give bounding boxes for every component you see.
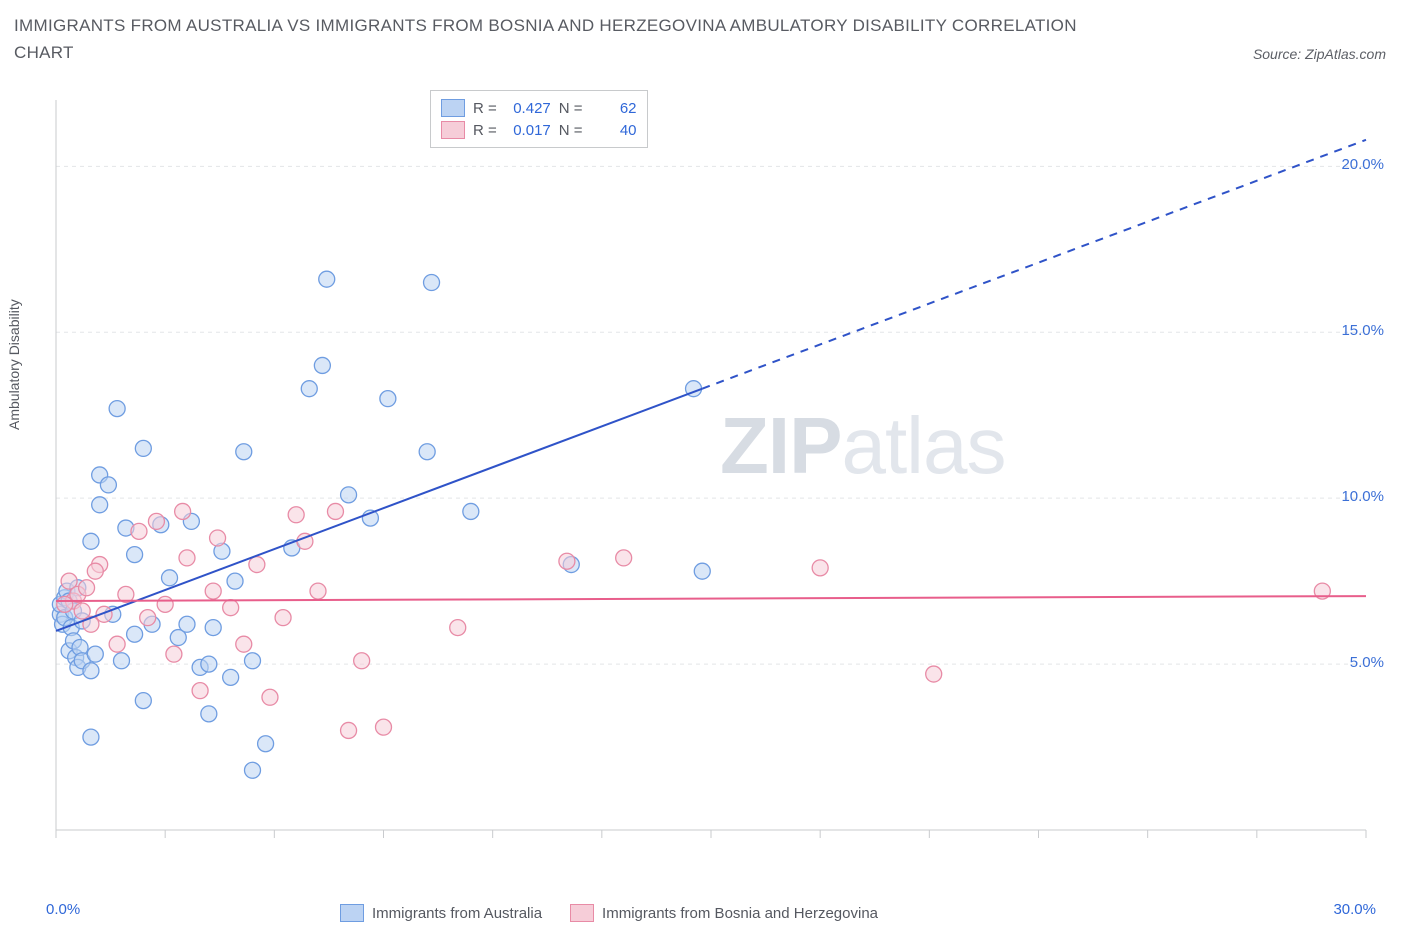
x-axis-max: 30.0% [1333,901,1376,918]
source-label: Source: ZipAtlas.com [1253,46,1386,62]
y-tick-label: 10.0% [1341,488,1384,505]
swatch-bosnia [441,121,465,139]
swatch-australia [441,99,465,117]
n-label: N = [559,100,583,117]
y-tick-label: 5.0% [1350,654,1384,671]
legend-label: Immigrants from Bosnia and Herzegovina [602,905,878,922]
r-label: R = [473,100,497,117]
legend-stats-row: R = 0.017 N = 40 [441,119,637,141]
legend-stats: R = 0.427 N = 62 R = 0.017 N = 40 [430,90,648,148]
swatch-bosnia [570,904,594,922]
legend-item: Immigrants from Bosnia and Herzegovina [570,904,878,922]
n-value-australia: 62 [591,100,637,117]
n-value-bosnia: 40 [591,122,637,139]
y-axis-label: Ambulatory Disability [6,299,22,430]
n-label: N = [559,122,583,139]
plot-area [46,90,1376,860]
chart-title: IMMIGRANTS FROM AUSTRALIA VS IMMIGRANTS … [14,12,1114,66]
y-tick-label: 20.0% [1341,156,1384,173]
legend-item: Immigrants from Australia [340,904,542,922]
x-axis-min: 0.0% [46,901,80,918]
chart-container: IMMIGRANTS FROM AUSTRALIA VS IMMIGRANTS … [0,0,1406,930]
swatch-australia [340,904,364,922]
legend-series: Immigrants from Australia Immigrants fro… [340,904,878,922]
legend-label: Immigrants from Australia [372,905,542,922]
scatter-plot [46,90,1376,860]
y-tick-label: 15.0% [1341,322,1384,339]
r-value-australia: 0.427 [505,100,551,117]
r-label: R = [473,122,497,139]
legend-stats-row: R = 0.427 N = 62 [441,97,637,119]
r-value-bosnia: 0.017 [505,122,551,139]
